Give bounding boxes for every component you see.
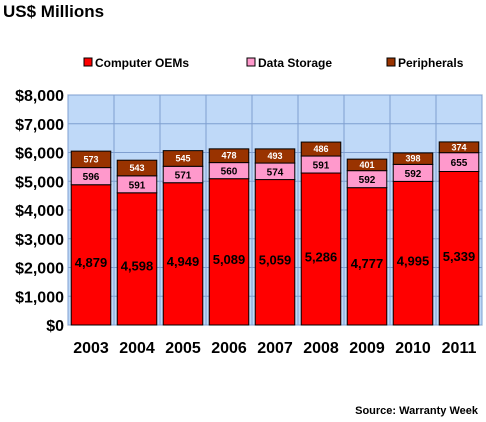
y-tick-label: $6,000 (15, 146, 64, 163)
bar-segment-peripherals (392, 152, 434, 165)
legend: Computer OEMs Data Storage Peripherals (83, 56, 464, 70)
y-tick-label: $0 (46, 318, 64, 335)
x-tick-label: 2011 (442, 340, 477, 357)
data-label: 5,339 (443, 249, 476, 264)
data-label: 401 (359, 160, 374, 170)
data-label: 493 (267, 151, 282, 161)
bar-segment-peripherals (208, 148, 250, 164)
data-label: 571 (175, 171, 192, 182)
data-label: 545 (175, 153, 190, 163)
bar-segment-computer-oems (438, 171, 480, 326)
y-tick-label: $2,000 (15, 261, 64, 278)
x-tick-label: 2004 (119, 340, 155, 357)
bar-segment-computer-oems (392, 180, 434, 326)
bar-segment-computer-oems (208, 178, 250, 326)
y-tick-label: $1,000 (15, 289, 64, 306)
data-label: 596 (83, 172, 100, 183)
bar-segment-peripherals (70, 150, 112, 169)
data-label: 5,089 (213, 252, 246, 267)
bar-segment-peripherals (300, 141, 342, 157)
x-tick-label: 2007 (257, 340, 293, 357)
y-tick-label: $3,000 (15, 232, 64, 249)
x-tick-label: 2006 (211, 340, 247, 357)
data-label: 478 (221, 151, 236, 161)
data-label: 374 (451, 142, 466, 152)
bar-segment-peripherals (254, 148, 296, 164)
y-tick-label: $5,000 (15, 174, 64, 191)
x-tick-label: 2005 (165, 340, 201, 357)
data-label: 4,598 (121, 259, 154, 274)
data-label: 655 (451, 158, 468, 169)
bar-segment-peripherals (438, 141, 480, 154)
data-label: 398 (405, 154, 420, 164)
data-label: 4,777 (351, 256, 384, 271)
bar-segment-computer-oems (300, 172, 342, 326)
source-note: Source: Warranty Week (355, 405, 479, 417)
legend-label: Computer OEMs (95, 56, 189, 70)
legend-swatch (386, 57, 396, 67)
y-axis: $0 $1,000 $2,000 $3,000 $4,000 $5,000 $6,000 $7… (15, 88, 64, 335)
data-label: 4,995 (397, 253, 430, 268)
x-tick-label: 2010 (395, 340, 431, 357)
data-label: 592 (359, 175, 376, 186)
bar-segment-peripherals (162, 150, 204, 167)
bars: 4,879 596 573 4,598 591 543 4,949 571 545 5,089 56… (70, 141, 480, 326)
data-label: 591 (313, 161, 330, 172)
legend-label: Data Storage (258, 56, 332, 70)
data-label: 574 (267, 167, 284, 178)
legend-label: Peripherals (398, 56, 464, 70)
y-tick-label: $4,000 (15, 203, 64, 220)
legend-swatch (246, 57, 256, 67)
x-tick-label: 2008 (303, 340, 339, 357)
bar-segment-computer-oems (116, 192, 158, 326)
x-axis: 2003 2004 2005 2006 2007 2008 2009 2010 2011 (73, 340, 476, 357)
data-label: 591 (129, 180, 146, 191)
bar-segment-computer-oems (70, 184, 112, 326)
data-label: 560 (221, 167, 238, 178)
data-label: 4,949 (167, 254, 200, 269)
data-label: 543 (129, 163, 144, 173)
y-tick-label: $8,000 (15, 88, 64, 105)
x-tick-label: 2009 (349, 340, 385, 357)
data-label: 5,286 (305, 250, 338, 265)
bar-segment-computer-oems (346, 187, 388, 326)
x-tick-label: 2003 (73, 340, 109, 357)
data-label: 5,059 (259, 253, 292, 268)
bar-segment-peripherals (116, 159, 158, 177)
bar-segment-computer-oems (162, 182, 204, 326)
y-tick-label: $7,000 (15, 117, 64, 134)
data-label: 4,879 (75, 255, 108, 270)
data-label: 592 (405, 169, 422, 180)
bar-segment-peripherals (346, 158, 388, 172)
chart-title: US$ Millions (3, 2, 104, 21)
legend-swatch (83, 57, 93, 67)
bar-segment-computer-oems (254, 179, 296, 326)
data-label: 573 (83, 154, 98, 164)
data-label: 486 (313, 144, 328, 154)
